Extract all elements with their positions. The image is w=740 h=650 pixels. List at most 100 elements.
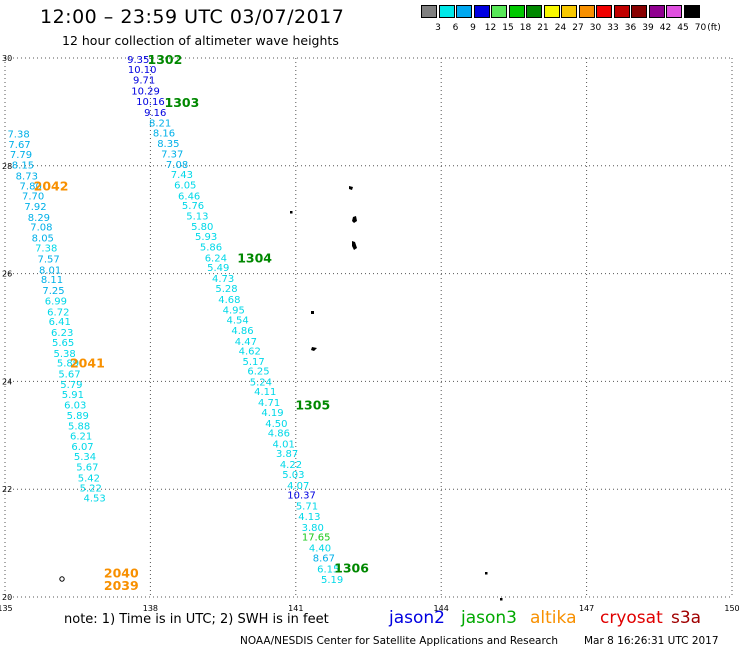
legend-label-70: 70 <box>694 23 707 33</box>
satellite-jason3: jason3 <box>461 608 517 628</box>
wave-height-values: 9.3510.109.7110.2910.169.168.218.168.357… <box>7 55 343 586</box>
legend-swatch-27 <box>561 5 577 18</box>
swh-value: 5.86 <box>200 243 222 254</box>
swh-value: 8.01 <box>39 265 61 276</box>
swh-value: 7.38 <box>7 129 29 140</box>
swh-value: 4.62 <box>239 347 261 358</box>
legend-label-3: 3 <box>435 23 441 33</box>
swh-value: 7.37 <box>161 149 183 160</box>
swh-value: 8.35 <box>157 139 179 150</box>
swh-value: 5.91 <box>62 390 84 401</box>
swh-value: 8.29 <box>28 213 50 224</box>
legend-swatch-36 <box>613 5 630 18</box>
swh-value: 4.71 <box>258 398 280 409</box>
swh-value: 8.15 <box>12 161 34 172</box>
islands <box>59 186 503 601</box>
swh-value: 5.76 <box>182 201 204 212</box>
swh-value: 4.11 <box>254 387 276 398</box>
swh-value: 5.80 <box>191 222 213 233</box>
swh-value: 4.13 <box>298 512 320 523</box>
lon-tick-label: 150 <box>724 604 739 613</box>
swh-value: 10.29 <box>131 86 160 97</box>
swh-value: 6.99 <box>45 297 67 308</box>
pass-label: 2041 <box>70 356 105 371</box>
pass-label: 1304 <box>237 250 272 265</box>
swh-value: 4.54 <box>227 315 249 326</box>
island <box>311 347 317 351</box>
swh-value: 5.79 <box>60 380 82 391</box>
legend-swatch-15 <box>491 5 507 18</box>
island <box>349 186 353 190</box>
lat-tick-label: 28 <box>2 162 12 171</box>
swh-value: 5.38 <box>53 349 75 360</box>
swh-value: 3.80 <box>302 523 324 534</box>
legend-label-45: 45 <box>677 23 689 33</box>
swh-value: 6.41 <box>49 317 71 328</box>
swh-value: 5.88 <box>68 422 90 433</box>
swh-value: 7.67 <box>8 140 30 151</box>
footnote: note: 1) Time is in UTC; 2) SWH is in fe… <box>64 612 329 627</box>
swh-value: 6.25 <box>247 367 269 378</box>
legend-unit: (ft) <box>707 23 721 33</box>
legend-swatch-30 <box>578 5 595 18</box>
swh-value: 17.65 <box>302 533 331 544</box>
legend-label-6: 6 <box>452 23 459 33</box>
legend-label-21: 21 <box>537 23 549 33</box>
legend-swatch-9 <box>456 5 472 18</box>
pass-label: 1302 <box>148 52 183 67</box>
lon-tick-label: 138 <box>143 604 158 613</box>
swh-value: 4.01 <box>273 439 295 450</box>
swh-value: 6.03 <box>64 401 86 412</box>
pass-label: 1305 <box>295 398 330 413</box>
legend-label-27: 27 <box>572 23 584 33</box>
lon-tick-label: 135 <box>0 604 13 613</box>
island <box>59 576 65 582</box>
lat-tick-label: 26 <box>2 270 12 279</box>
legend-label-15: 15 <box>502 23 514 33</box>
island <box>311 311 314 314</box>
swh-value: 8.73 <box>16 172 38 183</box>
pass-label: 2039 <box>104 578 139 593</box>
swh-value: 4.40 <box>309 543 331 554</box>
legend-swatch-18 <box>508 5 525 18</box>
legend-swatch-39 <box>631 5 647 18</box>
swh-value: 8.21 <box>149 119 171 130</box>
legend-swatch-12 <box>473 5 490 18</box>
axis-labels: 30 28 26 24 22 20 135 138 141 144 147 150 <box>0 54 740 613</box>
swh-value: 5.65 <box>52 338 74 349</box>
pass-label: 2042 <box>34 179 69 194</box>
satellite-cryosat: cryosat <box>600 608 663 628</box>
swh-value: 5.03 <box>282 470 304 481</box>
pass-label: 1303 <box>165 95 200 110</box>
swh-value: 4.19 <box>261 408 283 419</box>
satellite-altika: altika <box>530 608 577 628</box>
swh-value: 4.86 <box>231 326 253 337</box>
swh-value: 4.73 <box>212 274 234 285</box>
swh-value: 7.08 <box>166 160 188 171</box>
satellite-jason2: jason2 <box>389 608 445 628</box>
island <box>352 241 357 250</box>
swh-value: 7.08 <box>30 223 52 234</box>
swh-value: 4.07 <box>287 481 309 492</box>
legend-label-12: 12 <box>484 23 497 33</box>
swh-value: 6.21 <box>70 431 92 442</box>
legend-label-36: 36 <box>624 23 637 33</box>
swh-value: 9.16 <box>144 108 166 119</box>
legend-label-33: 33 <box>607 23 619 33</box>
swh-value: 6.07 <box>71 442 93 453</box>
swh-value: 9.35 <box>127 55 149 66</box>
swh-value: 5.93 <box>195 232 217 243</box>
swh-value: 8.67 <box>313 554 335 565</box>
legend-label-39: 39 <box>642 23 654 33</box>
swh-value: 5.89 <box>57 359 79 370</box>
swh-value: 7.79 <box>10 150 32 161</box>
legend-label-42: 42 <box>659 23 672 33</box>
swh-value: 8.16 <box>153 128 175 139</box>
chart-subtitle: 12 hour collection of altimeter wave hei… <box>62 33 339 48</box>
swh-value: 4.68 <box>218 295 240 306</box>
legend-label-24: 24 <box>554 23 567 33</box>
swh-value: 6.46 <box>178 191 200 202</box>
legend-label-18: 18 <box>519 23 532 33</box>
swh-value: 4.50 <box>265 419 287 430</box>
lon-tick-label: 147 <box>579 604 594 613</box>
